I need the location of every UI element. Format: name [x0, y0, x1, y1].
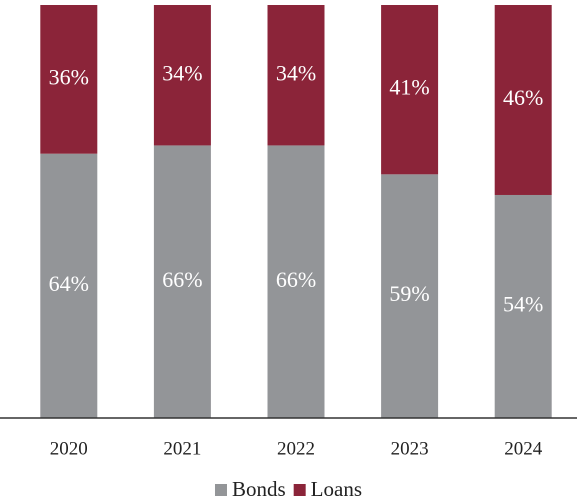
bar-segment	[381, 5, 439, 175]
x-tick-label: 2023	[391, 438, 429, 459]
bar-segment	[40, 5, 98, 154]
bar-segment	[40, 153, 98, 418]
data-label: 41%	[389, 75, 429, 100]
x-tick-label: 2022	[277, 438, 315, 459]
x-tick-label: 2024	[504, 438, 543, 459]
bar-segment	[153, 145, 211, 419]
legend-swatch	[293, 484, 306, 496]
bar-segment	[267, 5, 325, 146]
data-label: 64%	[49, 271, 89, 296]
legend-label: Loans	[311, 477, 362, 501]
bar-segment	[494, 194, 552, 418]
data-label: 36%	[49, 64, 89, 89]
x-tick-label: 2021	[163, 438, 201, 459]
data-label: 54%	[503, 292, 543, 317]
legend-label: Bonds	[232, 477, 286, 501]
bar-segment	[153, 5, 211, 146]
bar-segment	[381, 174, 439, 418]
data-label: 46%	[503, 85, 543, 110]
data-label: 34%	[276, 60, 316, 85]
bar-segment	[267, 145, 325, 419]
legend: Bonds Loans	[214, 477, 362, 501]
bar-segment	[494, 5, 552, 195]
data-label: 66%	[162, 267, 202, 292]
data-label: 66%	[276, 267, 316, 292]
data-label: 34%	[162, 60, 202, 85]
x-tick-label: 2020	[50, 438, 88, 459]
legend-swatch	[214, 484, 227, 496]
data-label: 59%	[389, 281, 429, 306]
